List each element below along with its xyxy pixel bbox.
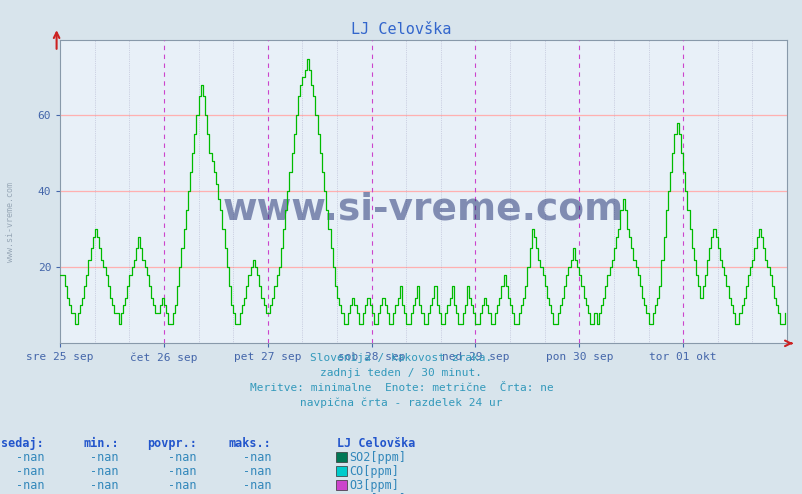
Text: -nan: -nan — [243, 465, 271, 478]
Text: povpr.:: povpr.: — [147, 437, 196, 450]
Text: O3[ppm]: O3[ppm] — [349, 479, 399, 492]
Text: min.:: min.: — [83, 437, 119, 450]
Text: SO2[ppm]: SO2[ppm] — [349, 451, 406, 464]
Text: NO2[ppm]: NO2[ppm] — [349, 493, 406, 494]
Text: 9: 9 — [37, 493, 44, 494]
Text: www.si-vreme.com: www.si-vreme.com — [223, 192, 623, 228]
Text: navpična črta - razdelek 24 ur: navpična črta - razdelek 24 ur — [300, 398, 502, 408]
Text: -nan: -nan — [16, 451, 44, 464]
Text: sedaj:: sedaj: — [2, 437, 44, 450]
Text: -nan: -nan — [91, 479, 119, 492]
Text: -nan: -nan — [16, 465, 44, 478]
Text: 2: 2 — [111, 493, 119, 494]
Text: zadnji teden / 30 minut.: zadnji teden / 30 minut. — [320, 368, 482, 378]
Text: CO[ppm]: CO[ppm] — [349, 465, 399, 478]
Text: -nan: -nan — [91, 451, 119, 464]
Text: Slovenija / kakovost zraka.: Slovenija / kakovost zraka. — [310, 353, 492, 363]
Text: -nan: -nan — [243, 479, 271, 492]
Text: Meritve: minimalne  Enote: metrične  Črta: ne: Meritve: minimalne Enote: metrične Črta:… — [249, 383, 553, 393]
Text: www.si-vreme.com: www.si-vreme.com — [6, 182, 15, 262]
Text: LJ Celovška: LJ Celovška — [351, 22, 451, 37]
Text: -nan: -nan — [243, 451, 271, 464]
Text: -nan: -nan — [168, 451, 196, 464]
Text: -nan: -nan — [168, 465, 196, 478]
Text: 75: 75 — [257, 493, 271, 494]
Text: LJ Celovška: LJ Celovška — [337, 437, 415, 450]
Text: -nan: -nan — [16, 479, 44, 492]
Text: maks.:: maks.: — [229, 437, 271, 450]
Text: -nan: -nan — [91, 465, 119, 478]
Text: 25: 25 — [182, 493, 196, 494]
Text: -nan: -nan — [168, 479, 196, 492]
